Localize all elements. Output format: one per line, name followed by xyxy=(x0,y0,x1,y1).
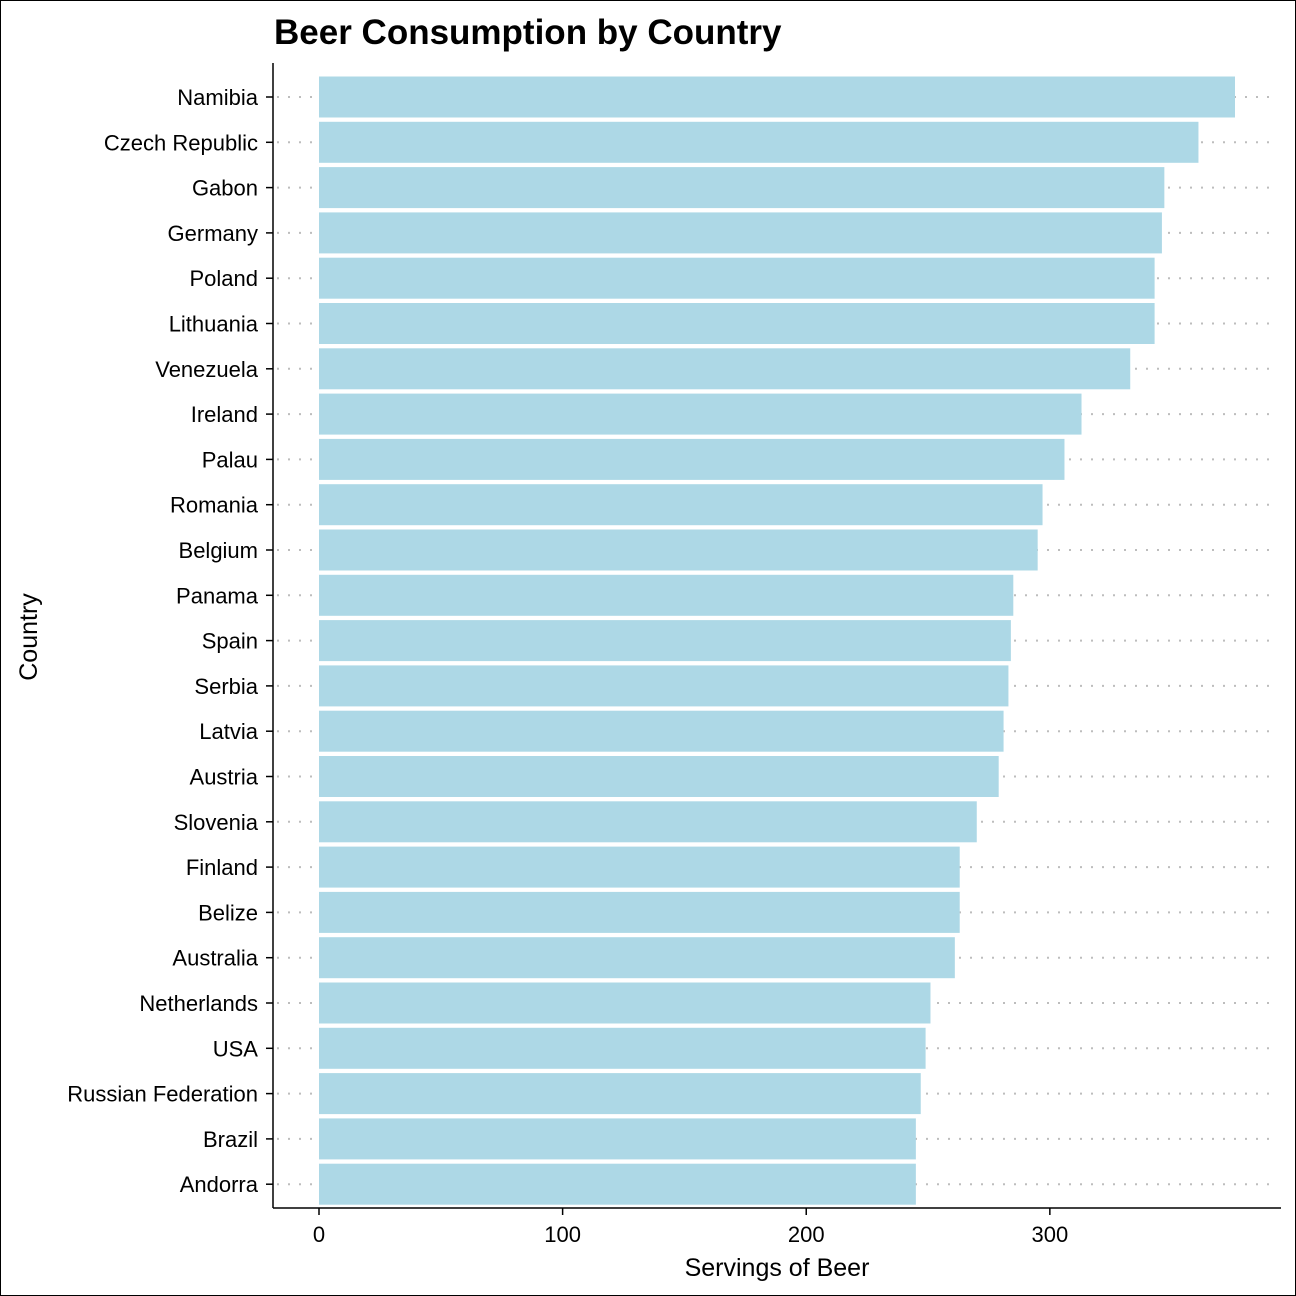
bar-venezuela xyxy=(319,348,1131,390)
chart-title: Beer Consumption by Country xyxy=(274,13,782,52)
bar-lithuania xyxy=(319,303,1155,344)
y-tick-label-lithuania: Lithuania xyxy=(169,312,259,337)
bars xyxy=(319,76,1235,1205)
y-tick-label-brazil: Brazil xyxy=(203,1127,258,1152)
bar-finland xyxy=(319,846,960,888)
x-tick-label-0: 0 xyxy=(313,1222,325,1247)
y-axis-title: Country xyxy=(15,593,43,681)
bar-slovenia xyxy=(319,801,977,843)
y-axis-ticks: Namibia Czech Republic Gabon Germany Poland L… xyxy=(67,85,273,1197)
bar-poland xyxy=(319,257,1155,299)
bar-latvia xyxy=(319,710,1004,752)
y-tick-label-romania: Romania xyxy=(170,493,259,518)
y-tick-label-ireland: Ireland xyxy=(191,402,258,427)
bar-andorra xyxy=(319,1163,916,1205)
y-tick-label-belgium: Belgium xyxy=(179,538,258,563)
y-tick-label-slovenia: Slovenia xyxy=(174,810,259,835)
bar-serbia xyxy=(319,665,1009,707)
y-tick-label-czech-republic: Czech Republic xyxy=(104,130,258,155)
bar-ireland xyxy=(319,393,1082,435)
y-tick-label-finland: Finland xyxy=(186,855,258,880)
bar-usa xyxy=(319,1027,926,1069)
x-tick-label-300: 300 xyxy=(1031,1222,1068,1247)
y-tick-label-venezuela: Venezuela xyxy=(155,357,259,382)
bar-panama xyxy=(319,574,1014,616)
y-tick-label-latvia: Latvia xyxy=(199,719,258,744)
bar-germany xyxy=(319,212,1162,254)
bar-gabon xyxy=(319,167,1165,209)
x-tick-label-100: 100 xyxy=(544,1222,581,1247)
y-tick-label-panama: Panama xyxy=(176,583,259,608)
bar-brazil xyxy=(319,1118,916,1160)
bar-australia xyxy=(319,937,955,979)
y-tick-label-australia: Australia xyxy=(172,946,258,971)
bar-spain xyxy=(319,620,1011,662)
bar-romania xyxy=(319,484,1043,526)
y-tick-label-andorra: Andorra xyxy=(180,1172,259,1197)
bar-austria xyxy=(319,756,999,797)
y-tick-label-palau: Palau xyxy=(202,447,258,472)
bar-namibia xyxy=(319,76,1235,118)
bar-belize xyxy=(319,891,960,933)
y-tick-label-serbia: Serbia xyxy=(194,674,258,699)
bar-netherlands xyxy=(319,982,931,1024)
y-tick-label-namibia: Namibia xyxy=(177,85,258,110)
x-axis-title: Servings of Beer xyxy=(685,1254,870,1282)
y-tick-label-spain: Spain xyxy=(202,629,258,654)
bar-russian-federation xyxy=(319,1073,921,1115)
bar-czech-republic xyxy=(319,121,1199,163)
y-tick-label-gabon: Gabon xyxy=(192,176,258,201)
bar-belgium xyxy=(319,529,1038,571)
x-axis-ticks: 0 100 200 300 xyxy=(313,1208,1068,1247)
y-tick-label-austria: Austria xyxy=(190,765,259,790)
y-tick-label-poland: Poland xyxy=(189,266,258,291)
x-tick-label-200: 200 xyxy=(788,1222,825,1247)
y-tick-label-belize: Belize xyxy=(198,900,258,925)
y-tick-label-netherlands: Netherlands xyxy=(139,991,258,1016)
bar-palau xyxy=(319,438,1065,480)
y-tick-label-germany: Germany xyxy=(168,221,258,246)
y-tick-label-usa: USA xyxy=(213,1036,259,1061)
y-tick-label-russian-federation: Russian Federation xyxy=(67,1082,258,1107)
